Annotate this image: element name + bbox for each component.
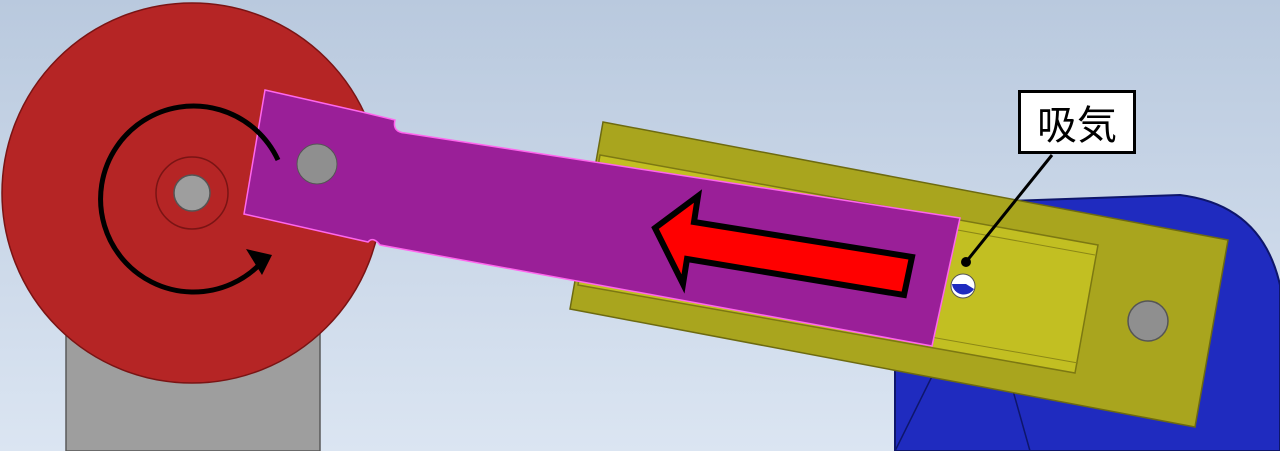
callout-leader-line (964, 154, 1054, 263)
intake-callout-label: 吸気 (1037, 103, 1117, 149)
intake-port-shadow (952, 284, 974, 295)
callout-leader-dot (961, 257, 971, 267)
rotation-arrow-icon (98, 103, 281, 295)
connecting-rod (243, 89, 961, 347)
rotation-arrowhead-icon (246, 249, 272, 275)
crank-axle (173, 174, 211, 212)
cylinder-pivot-pin (1127, 300, 1169, 342)
crank-hub-ring (155, 156, 229, 230)
left-arrow-icon (651, 189, 916, 299)
intake-callout: 吸気 (1018, 90, 1136, 154)
rod-crank-pin (296, 143, 338, 185)
